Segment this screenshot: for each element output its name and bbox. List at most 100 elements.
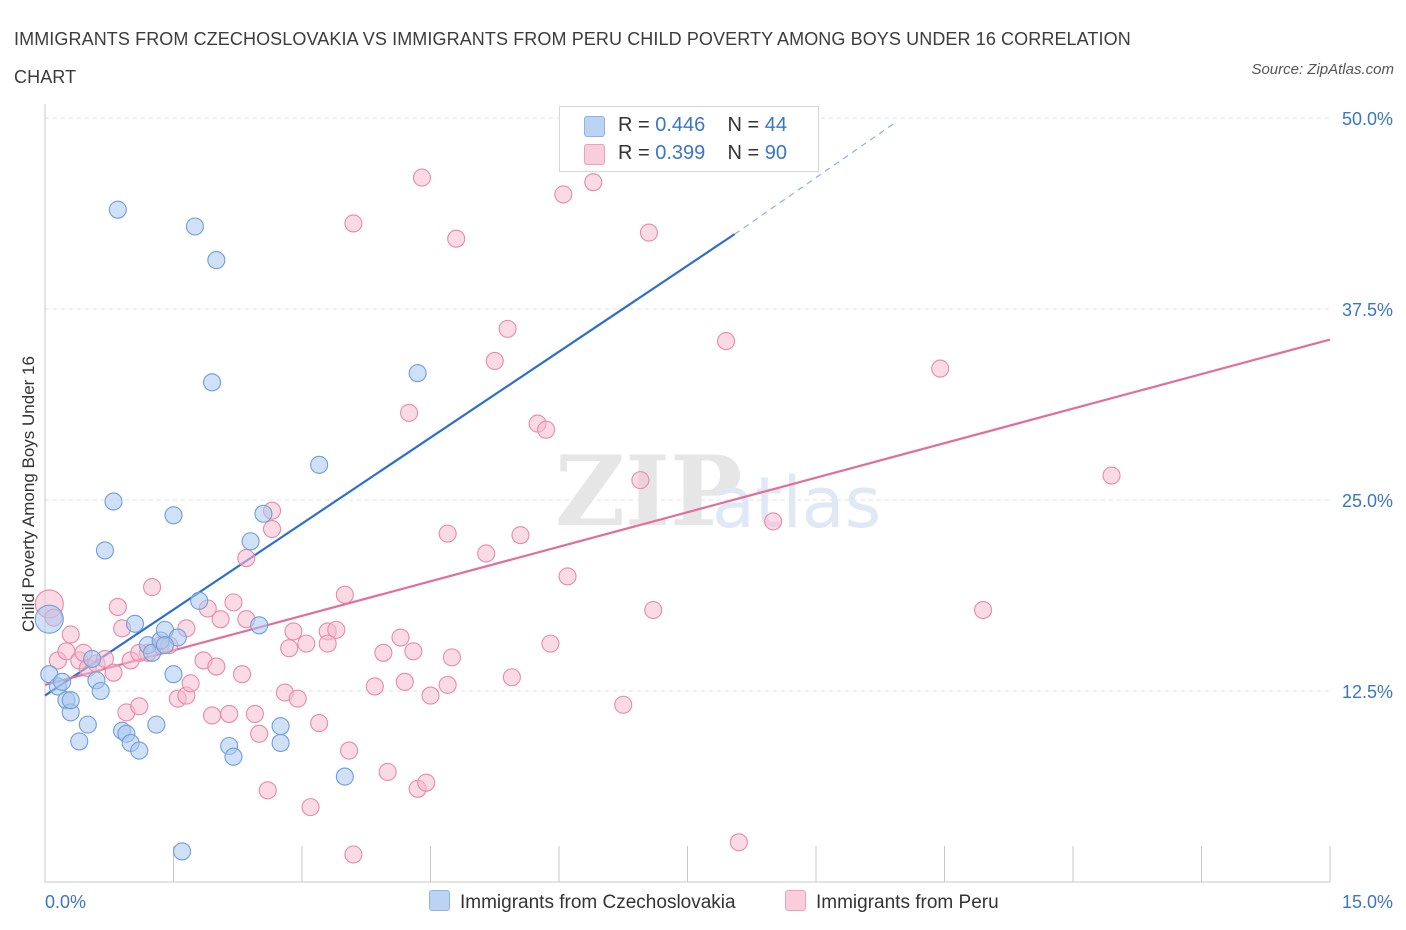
point-czech <box>91 681 110 701</box>
point-czech <box>147 715 166 734</box>
point-czech <box>70 732 89 751</box>
point-czech <box>34 604 64 634</box>
y-tick-label: 50.0% <box>1342 109 1393 129</box>
point-peru <box>1102 466 1121 485</box>
series-name-czech: Immigrants from Czechoslovakia <box>460 892 736 913</box>
point-peru <box>537 420 556 439</box>
point-peru <box>250 724 269 743</box>
point-peru <box>108 597 127 617</box>
point-peru <box>365 677 384 696</box>
data-points <box>34 168 1121 864</box>
point-peru <box>502 668 521 687</box>
point-peru <box>310 714 329 733</box>
point-peru <box>541 634 560 653</box>
legend-n-czech: 44 <box>764 114 788 136</box>
point-peru <box>237 549 256 568</box>
point-czech <box>173 842 192 861</box>
point-czech <box>83 649 102 668</box>
point-peru <box>224 593 243 612</box>
point-peru <box>639 223 659 242</box>
point-peru <box>498 319 517 338</box>
point-peru <box>104 663 123 682</box>
x-tick-label-min: 0.0% <box>45 892 86 912</box>
tick-labels: 12.5% 25.0% 37.5% 50.0% 0.0% 15.0% <box>45 109 1393 912</box>
point-peru <box>288 689 307 708</box>
point-peru <box>764 512 783 531</box>
watermark-atlas: atlas <box>712 462 881 544</box>
legend-n-peru: 90 <box>764 142 788 164</box>
axes <box>44 104 1331 883</box>
legend-r-czech: 0.446 <box>655 114 706 136</box>
point-peru <box>447 229 466 248</box>
point-czech <box>271 733 290 753</box>
point-peru <box>558 567 577 586</box>
point-peru <box>335 585 354 604</box>
y-tick-label: 37.5% <box>1342 300 1393 320</box>
point-peru <box>344 845 363 864</box>
point-peru <box>220 704 239 723</box>
point-peru <box>477 544 496 563</box>
point-peru <box>973 600 993 620</box>
point-czech <box>104 492 123 511</box>
point-peru <box>262 519 282 539</box>
point-czech <box>164 506 183 525</box>
legend-r-peru: 0.399 <box>655 142 706 164</box>
point-czech <box>95 541 115 560</box>
point-peru <box>327 620 346 639</box>
point-czech <box>125 614 144 633</box>
stats-legend: R = 0.446 N = 44 R = 0.399 N = 90 <box>559 106 819 172</box>
y-tick-label: 25.0% <box>1342 491 1393 511</box>
point-peru <box>284 622 303 641</box>
point-peru <box>644 600 663 620</box>
point-peru <box>729 833 748 852</box>
point-czech <box>250 616 269 635</box>
point-peru <box>716 332 736 351</box>
point-peru <box>391 628 410 647</box>
point-peru <box>438 675 457 694</box>
point-peru <box>395 672 414 691</box>
point-peru <box>412 168 431 187</box>
point-czech <box>335 767 354 786</box>
point-peru <box>318 634 337 653</box>
series-swatch-peru <box>785 890 806 911</box>
point-czech <box>207 251 226 270</box>
point-czech <box>271 717 290 736</box>
point-peru <box>417 773 436 792</box>
legend-swatch-czech <box>584 116 605 137</box>
point-czech <box>224 747 243 766</box>
point-peru <box>400 403 419 422</box>
point-peru <box>297 634 316 653</box>
point-czech <box>254 504 273 523</box>
point-peru <box>344 214 363 233</box>
point-peru <box>404 642 423 661</box>
point-peru <box>258 781 277 800</box>
point-peru <box>631 471 650 490</box>
point-peru <box>203 706 222 725</box>
legend-r-label: R = <box>618 142 650 164</box>
point-peru <box>421 686 440 705</box>
point-czech <box>164 665 183 684</box>
trend-line-peru <box>44 338 1331 686</box>
point-peru <box>211 610 230 629</box>
legend-r-label: R = <box>618 114 650 136</box>
legend-swatch-peru <box>584 144 605 165</box>
point-czech <box>53 672 72 691</box>
point-peru <box>511 526 530 545</box>
x-tick-label-max: 15.0% <box>1342 892 1393 912</box>
point-peru <box>280 639 299 658</box>
point-peru <box>340 741 359 760</box>
point-czech <box>408 364 427 383</box>
point-czech <box>130 741 149 760</box>
point-czech <box>78 715 97 734</box>
point-czech <box>203 373 222 392</box>
source-credit: Source: ZipAtlas.com <box>1251 61 1394 78</box>
point-peru <box>207 657 226 676</box>
point-peru <box>374 643 393 662</box>
y-axis-label: Child Poverty Among Boys Under 16 <box>19 356 38 632</box>
point-peru <box>554 185 573 204</box>
point-peru <box>442 648 461 667</box>
legend-n-label: N = <box>727 114 760 136</box>
point-czech <box>108 200 127 219</box>
